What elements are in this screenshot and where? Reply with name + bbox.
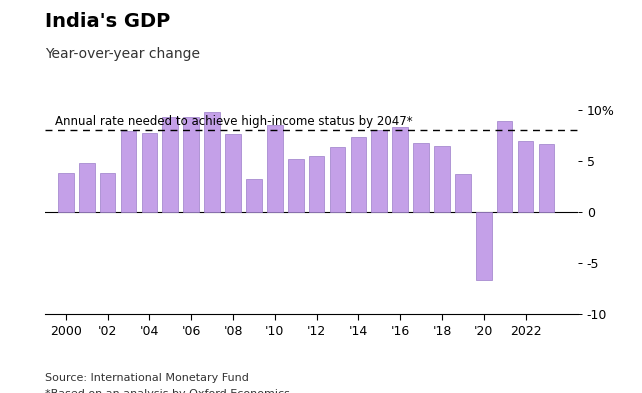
Text: Source: International Monetary Fund: Source: International Monetary Fund [45, 373, 249, 383]
Bar [162, 117, 178, 212]
Bar [184, 117, 199, 212]
Bar [517, 141, 534, 212]
Bar [100, 173, 116, 212]
Bar [539, 144, 554, 212]
Bar [288, 159, 304, 212]
Bar [413, 143, 429, 212]
Bar [79, 163, 94, 212]
Text: Annual rate needed to achieve high-income status by 2047*: Annual rate needed to achieve high-incom… [55, 115, 413, 128]
Bar [392, 127, 408, 212]
Text: *Based on an analysis by Oxford Economics: *Based on an analysis by Oxford Economic… [45, 389, 290, 393]
Bar [351, 137, 366, 212]
Bar [142, 132, 157, 212]
Bar [476, 212, 492, 280]
Bar [267, 125, 282, 212]
Bar [204, 112, 220, 212]
Bar [329, 147, 345, 212]
Bar [58, 173, 74, 212]
Bar [246, 178, 262, 212]
Bar [497, 121, 512, 212]
Text: Year-over-year change: Year-over-year change [45, 47, 200, 61]
Bar [309, 156, 324, 212]
Text: India's GDP: India's GDP [45, 12, 170, 31]
Bar [372, 130, 387, 212]
Bar [434, 146, 450, 212]
Bar [121, 132, 136, 212]
Bar [455, 174, 471, 212]
Bar [225, 134, 241, 212]
